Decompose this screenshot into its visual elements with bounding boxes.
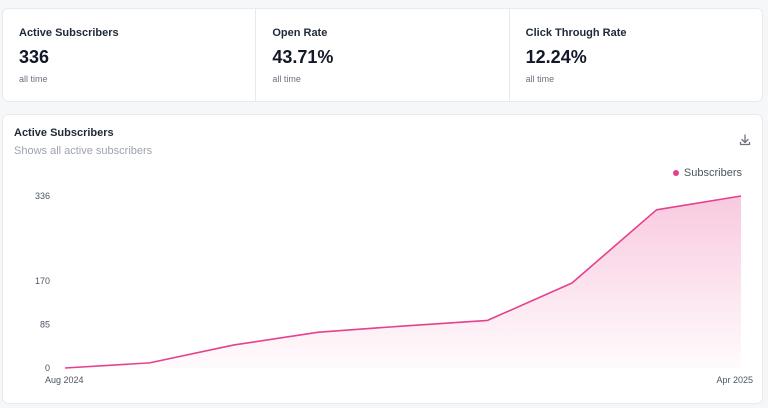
stat-period: all time [272,74,301,84]
y-tick-label: 336 [35,191,50,201]
stat-value: 43.71% [272,47,334,67]
x-tick-label: Apr 2025 [716,375,753,385]
subscribers-area-chart: 0 85 170 336 Aug 2024 Apr 2025 [35,191,753,385]
stat-click-through-rate: Click Through Rate 12.24% all time [508,9,762,101]
stat-active-subscribers: Active Subscribers 336 all time [3,9,255,101]
legend-label: Subscribers [683,167,742,179]
series-line [64,195,742,369]
y-tick-label: 170 [35,276,50,286]
stat-period: all time [19,74,48,84]
stat-value: 12.24% [525,47,587,67]
y-tick-label: 85 [40,319,50,329]
stat-label: Click Through Rate [525,27,627,39]
chart-subtitle: Shows all active subscribers [14,145,153,157]
y-tick-label: 0 [45,363,50,373]
stats-panel: Active Subscribers 336 all time Open Rat… [2,8,763,102]
stat-open-rate: Open Rate 43.71% all time [255,9,508,101]
stat-value: 336 [19,47,50,67]
stat-label: Open Rate [272,27,328,39]
x-tick-label: Aug 2024 [45,375,84,385]
chart-title: Active Subscribers [14,127,114,139]
series-area-fill [65,196,741,368]
chart-legend: Subscribers [672,167,742,179]
download-icon[interactable] [738,133,752,147]
legend-swatch [672,170,679,176]
stat-period: all time [525,74,555,84]
chart-card: Active Subscribers Shows all active subs… [2,114,763,404]
stat-label: Active Subscribers [19,27,119,39]
